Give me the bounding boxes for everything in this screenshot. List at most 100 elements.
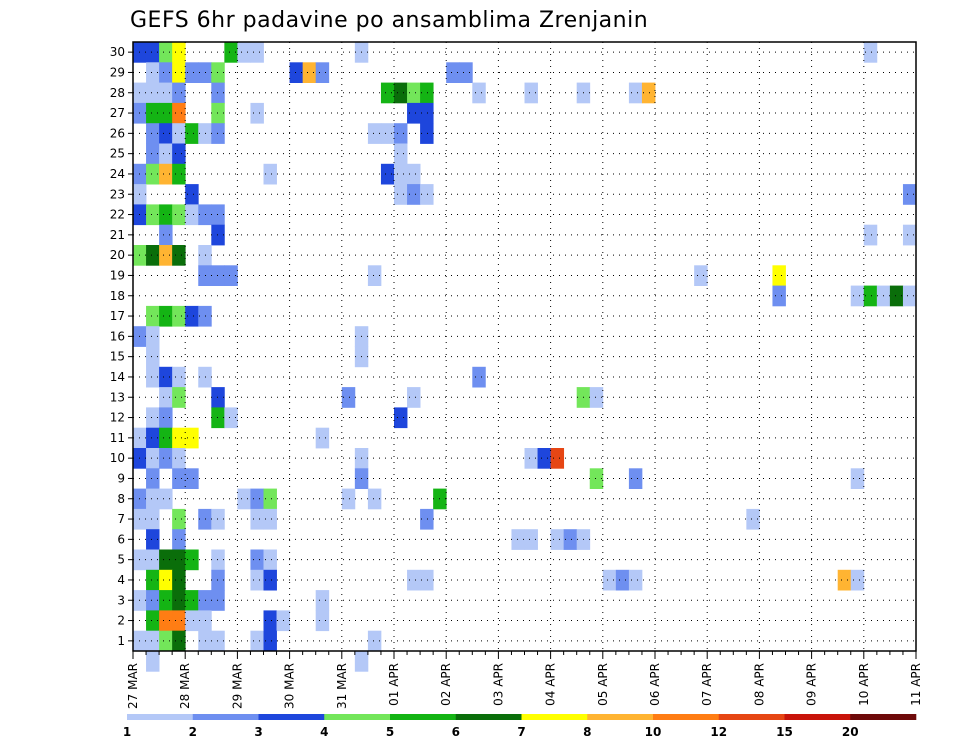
heatmap-cell — [146, 204, 160, 226]
heatmap-cell — [198, 630, 212, 652]
x-tick-label: 11 APR — [909, 663, 923, 706]
heatmap-cell — [341, 488, 356, 510]
heatmap-cell — [211, 62, 225, 83]
heatmap-cell — [159, 123, 173, 144]
heatmap-cell — [159, 448, 173, 469]
heatmap-cell — [172, 610, 186, 632]
heatmap-cell — [524, 529, 538, 550]
heatmap-cell — [146, 448, 160, 469]
heatmap-cell — [172, 468, 186, 489]
heatmap-cell — [146, 82, 160, 104]
colorbar-label: 20 — [842, 725, 859, 739]
heatmap-cell — [354, 651, 369, 672]
heatmap-cell — [863, 42, 878, 63]
heatmap-cell — [472, 366, 486, 388]
heatmap-cell — [159, 630, 173, 652]
heatmap-cell — [198, 265, 212, 286]
y-tick-label: 7 — [117, 512, 125, 526]
heatmap-cell — [172, 204, 186, 226]
heatmap-cell — [185, 123, 199, 144]
heatmap-cell — [211, 407, 225, 429]
heatmap-cell — [863, 224, 878, 246]
heatmap-cell — [537, 448, 551, 469]
heatmap-cell — [198, 245, 212, 266]
heatmap-cell — [146, 143, 160, 165]
y-tick-label: 26 — [110, 126, 125, 140]
heatmap-cell — [172, 448, 186, 469]
heatmap-cell — [211, 549, 225, 571]
heatmap-cell — [159, 387, 173, 408]
heatmap-cell — [185, 427, 199, 449]
heatmap-cell — [563, 529, 578, 550]
heatmap-cell — [172, 529, 186, 550]
heatmap-cell — [420, 123, 434, 144]
y-tick-label: 27 — [110, 106, 125, 120]
heatmap-cell — [224, 265, 238, 286]
heatmap-cell — [367, 265, 382, 286]
heatmap-cell — [185, 549, 199, 571]
heatmap-cell — [641, 82, 656, 104]
x-tick-label: 31 MAR — [335, 663, 349, 709]
heatmap-cell — [172, 82, 186, 104]
y-tick-label: 29 — [110, 65, 125, 79]
x-tick-label: 27 MAR — [126, 663, 140, 709]
heatmap-cell — [146, 62, 160, 83]
heatmap-cell — [315, 427, 330, 449]
heatmap-cell — [198, 366, 212, 388]
colorbar-label: 1 — [123, 725, 131, 739]
heatmap-cell — [602, 569, 617, 591]
heatmap-cell — [380, 82, 395, 104]
heatmap-cell — [407, 569, 421, 591]
heatmap-cell — [746, 508, 760, 530]
heatmap-cell — [159, 245, 173, 266]
x-tick-label: 01 APR — [387, 663, 401, 706]
heatmap-cell — [367, 488, 382, 510]
x-tick-label: 06 APR — [648, 663, 662, 706]
heatmap-cell — [146, 651, 160, 672]
heatmap-cell — [615, 569, 630, 591]
heatmap-cell — [367, 123, 382, 144]
heatmap-cell — [172, 163, 186, 185]
heatmap-cell — [185, 204, 199, 226]
heatmap-cell — [198, 204, 212, 226]
heatmap-cell — [159, 488, 173, 510]
heatmap-cell — [211, 82, 225, 104]
y-tick-label: 28 — [110, 86, 125, 100]
heatmap-cell — [198, 590, 212, 611]
heatmap-cell — [211, 630, 225, 652]
colorbar-label: 7 — [517, 725, 525, 739]
colorbar-segment — [653, 714, 720, 720]
heatmap-cell — [211, 224, 225, 246]
heatmap-cell — [263, 630, 277, 652]
colorbar-label: 10 — [645, 725, 662, 739]
colorbar-segment — [390, 714, 457, 720]
heatmap-cell — [407, 184, 421, 205]
heatmap-cell — [146, 427, 160, 449]
heatmap-cell — [394, 123, 408, 144]
heatmap-cell — [146, 508, 160, 530]
heatmap-cell — [394, 407, 408, 429]
heatmap-cell — [420, 82, 434, 104]
heatmap-cell — [146, 610, 160, 632]
y-tick-label: 18 — [110, 289, 125, 303]
heatmap-cell — [185, 305, 199, 327]
heatmap-cell — [146, 326, 160, 347]
heatmap-cell — [159, 62, 173, 83]
heatmap-cell — [902, 285, 917, 307]
x-tick-label: 28 MAR — [178, 663, 192, 709]
heatmap-cell — [172, 590, 186, 611]
y-tick-label: 12 — [110, 411, 125, 425]
colorbar-segment — [718, 714, 785, 720]
colorbar-label: 12 — [710, 725, 727, 739]
y-tick-label: 1 — [117, 634, 125, 648]
y-tick-label: 24 — [110, 167, 125, 181]
heatmap-cell — [420, 569, 434, 591]
heatmap-cell — [172, 305, 186, 327]
heatmap-cell — [146, 407, 160, 429]
heatmap-cell — [211, 102, 225, 124]
colorbar-label: 8 — [583, 725, 591, 739]
colorbar-segment — [258, 714, 325, 720]
x-tick-label: 10 APR — [857, 663, 871, 706]
y-tick-label: 4 — [117, 573, 125, 587]
heatmap-cell — [159, 549, 173, 571]
